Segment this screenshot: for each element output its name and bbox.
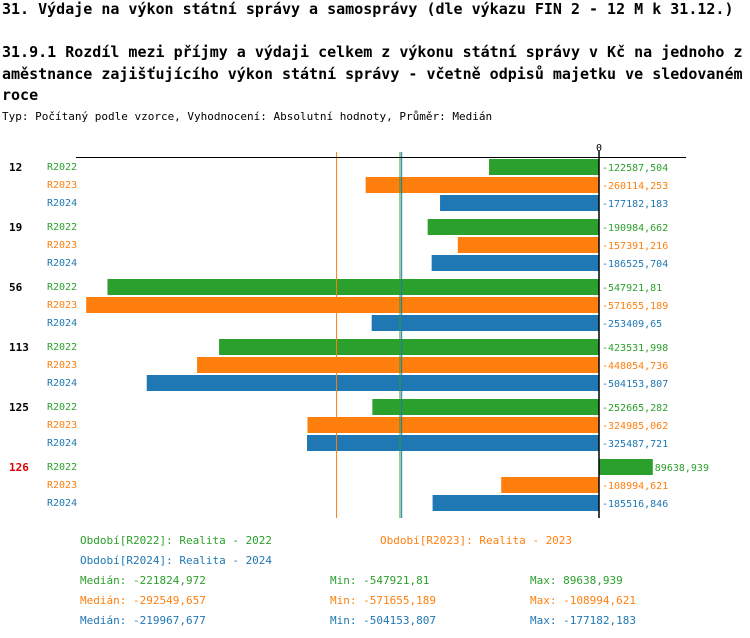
stat-min-r2023: Min: -571655,189	[330, 594, 436, 607]
series-label: R2023	[47, 180, 77, 191]
bar-value-label: -260114,253	[602, 181, 668, 192]
bar	[440, 195, 599, 211]
stat-max-r2022: Max: 89638,939	[530, 574, 623, 587]
bar-value-label: -186525,704	[602, 259, 668, 270]
series-label: R2023	[47, 420, 77, 431]
bar	[307, 435, 599, 451]
bar	[432, 495, 599, 511]
chart-type-description: Typ: Počítaný podle vzorce, Vyhodnocení:…	[2, 110, 493, 123]
bar	[107, 279, 600, 295]
series-label: R2024	[47, 198, 77, 209]
legend-period-r2023: Období[R2023]: Realita - 2023	[380, 534, 573, 547]
series-label: R2024	[47, 378, 77, 389]
group-label: 126	[9, 461, 29, 474]
bar	[599, 459, 653, 475]
series-label: R2022	[47, 222, 77, 233]
bar-value-label: -324985,062	[602, 421, 668, 432]
stat-median-r2022: Medián: -221824,972	[80, 574, 206, 587]
bar-value-label: -253409,65	[602, 319, 662, 330]
group-label: 19	[9, 221, 22, 234]
bar	[146, 375, 599, 391]
bar	[489, 159, 599, 175]
bar-value-label: -448054,736	[602, 361, 668, 372]
bar-value-label: -504153,807	[602, 379, 668, 390]
bar-value-label: 89638,939	[655, 463, 709, 474]
group-label: 125	[9, 401, 29, 414]
stat-min-r2024: Min: -504153,807	[330, 614, 436, 627]
bar	[457, 237, 599, 253]
bar-value-label: -122587,504	[602, 163, 668, 174]
bar	[307, 417, 599, 433]
bar-value-label: -325487,721	[602, 439, 668, 450]
bar-value-label: -108994,621	[602, 481, 668, 492]
series-label: R2022	[47, 162, 77, 173]
bar-value-label: -423531,998	[602, 343, 668, 354]
bar	[86, 297, 599, 313]
chart-subtitle: 31.9.1 Rozdíl mezi příjmy a výdaji celke…	[2, 43, 743, 104]
series-label: R2022	[47, 282, 77, 293]
bar-value-label: -571655,189	[602, 301, 668, 312]
bar-value-label: -190984,662	[602, 223, 668, 234]
series-label: R2023	[47, 240, 77, 251]
series-label: R2024	[47, 318, 77, 329]
series-label: R2023	[47, 300, 77, 311]
bar-value-label: -185516,846	[602, 499, 668, 510]
bar-value-label: -177182,183	[602, 199, 668, 210]
bar	[197, 357, 599, 373]
stat-median-r2023: Medián: -292549,657	[80, 594, 206, 607]
bar	[431, 255, 599, 271]
stat-max-r2024: Max: -177182,183	[530, 614, 636, 627]
bar	[365, 177, 599, 193]
stat-median-r2024: Medián: -219967,677	[80, 614, 206, 627]
bar	[372, 399, 599, 415]
bar-value-label: -252665,282	[602, 403, 668, 414]
stat-min-r2022: Min: -547921,81	[330, 574, 430, 587]
series-label: R2022	[47, 402, 77, 413]
bar	[219, 339, 599, 355]
bar-chart: 12 R2022 -122587,504 R2023 -260114,253 R2024 -…	[9, 143, 709, 518]
series-label: R2023	[47, 480, 77, 491]
series-label: R2024	[47, 438, 77, 449]
page-title: 31. Výdaje na výkon státní správy a samo…	[2, 0, 734, 18]
series-label: R2024	[47, 258, 77, 269]
group-label: 113	[9, 341, 29, 354]
group-label: 56	[9, 281, 23, 294]
zero-tick-label: 0	[596, 143, 602, 154]
bar	[371, 315, 599, 331]
bar	[427, 219, 599, 235]
bar-value-label: -157391,216	[602, 241, 668, 252]
bar-value-label: -547921,81	[602, 283, 662, 294]
stat-max-r2023: Max: -108994,621	[530, 594, 636, 607]
series-label: R2022	[47, 342, 77, 353]
legend-period-r2024: Období[R2024]: Realita - 2024	[80, 554, 273, 567]
group-label: 12	[9, 161, 22, 174]
legend-period-r2022: Období[R2022]: Realita - 2022	[80, 534, 273, 547]
bar	[501, 477, 599, 493]
series-label: R2024	[47, 498, 77, 509]
series-label: R2022	[47, 462, 77, 473]
series-label: R2023	[47, 360, 77, 371]
